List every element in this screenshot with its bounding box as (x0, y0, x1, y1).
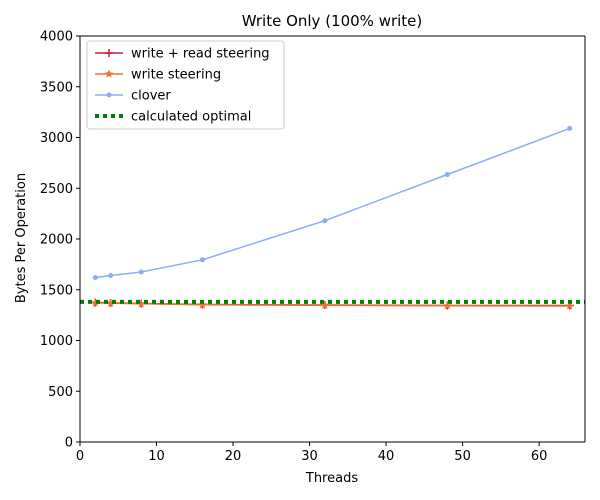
chart-title: Write Only (100% write) (242, 12, 423, 30)
legend-label-0: write + read steering (131, 47, 270, 62)
x-tick-label-1: 10 (148, 449, 165, 464)
x-tick-label-3: 30 (301, 449, 318, 464)
legend-marker-0 (105, 49, 113, 57)
series-2-point-2 (138, 269, 144, 275)
legend-label-3: calculated optimal (131, 110, 251, 125)
x-tick-label-6: 60 (531, 449, 548, 464)
series-2-point-3 (199, 257, 205, 263)
series-2-point-6 (567, 125, 573, 131)
x-tick-label-4: 40 (378, 449, 395, 464)
series-2-point-5 (444, 172, 450, 178)
legend-marker-1 (104, 69, 114, 78)
x-tick-label-2: 20 (225, 449, 242, 464)
series-1-point-1 (106, 298, 115, 307)
legend: write + read steering write steering clove… (86, 40, 285, 130)
legend-label-1: write steering (131, 68, 221, 83)
y-tick-label-5: 2500 (40, 182, 73, 197)
series-2-point-4 (322, 218, 328, 224)
y-tick-label-1: 500 (48, 385, 73, 400)
axes: 0 10 20 30 40 50 60 0 500 1000 1500 2000 2500 3000 350… (40, 30, 586, 464)
y-tick-label-0: 0 (65, 436, 73, 451)
y-tick-label-4: 2000 (40, 233, 73, 248)
x-axis-title: Threads (305, 471, 358, 486)
x-tick-label-0: 0 (76, 449, 84, 464)
series-1-point-5 (443, 301, 452, 310)
y-tick-label-2: 1000 (40, 334, 73, 349)
x-tick-label-5: 50 (454, 449, 471, 464)
plot-area (80, 125, 585, 310)
series-line-2 (95, 127, 570, 279)
legend-marker-2 (106, 92, 112, 98)
y-tick-label-3: 1500 (40, 283, 73, 298)
series-1-point-3 (198, 300, 207, 309)
legend-label-2: clover (131, 89, 171, 104)
y-tick-label-8: 4000 (40, 30, 73, 45)
y-tick-label-7: 3500 (40, 80, 73, 95)
series-1-point-4 (320, 300, 330, 309)
series-2-point-0 (92, 275, 98, 281)
y-axis-title: Bytes Per Operation (14, 173, 29, 303)
legend-box (86, 40, 285, 130)
series-2-point-1 (108, 273, 114, 279)
series-1-point-0 (91, 298, 100, 307)
y-tick-label-6: 3000 (40, 131, 73, 146)
series-1-point-6 (565, 301, 574, 310)
series-1-point-2 (136, 299, 146, 308)
